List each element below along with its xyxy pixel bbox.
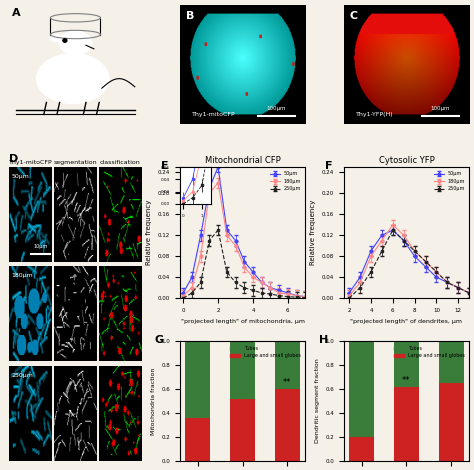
- X-axis label: "projected length" of mitochondria, μm: "projected length" of mitochondria, μm: [181, 319, 304, 323]
- Title: classification: classification: [100, 160, 140, 165]
- Bar: [349, 437, 374, 461]
- Bar: [230, 399, 255, 461]
- Bar: [349, 341, 374, 437]
- Bar: [439, 383, 464, 461]
- Text: 10μm: 10μm: [33, 244, 47, 250]
- Title: Mitochondrial CFP: Mitochondrial CFP: [205, 156, 281, 165]
- Y-axis label: Dendritic segment fraction: Dendritic segment fraction: [315, 359, 319, 443]
- Ellipse shape: [59, 31, 92, 55]
- Y-axis label: Relative frequency: Relative frequency: [146, 200, 152, 266]
- Title: segmentation: segmentation: [54, 160, 97, 165]
- Text: 250μm: 250μm: [11, 373, 34, 377]
- Text: 100μm: 100μm: [430, 106, 450, 110]
- Legend: Tubes, Large and small globes: Tubes, Large and small globes: [392, 344, 467, 360]
- X-axis label: "projected length" of dendrites, μm: "projected length" of dendrites, μm: [350, 319, 463, 323]
- Text: 100μm: 100μm: [267, 106, 286, 110]
- Text: 50μm: 50μm: [11, 174, 29, 179]
- Legend: 50μm, 180μm, 250μm: 50μm, 180μm, 250μm: [432, 170, 467, 193]
- Y-axis label: Relative frequency: Relative frequency: [310, 200, 316, 266]
- Title: Thy1-mitoCFP: Thy1-mitoCFP: [9, 160, 53, 165]
- Text: C: C: [350, 11, 358, 21]
- Text: **: **: [283, 378, 292, 387]
- Text: D: D: [9, 155, 19, 164]
- Ellipse shape: [50, 34, 61, 42]
- Text: **: **: [402, 376, 410, 385]
- Bar: [185, 418, 210, 461]
- Text: Thy1-mitoCFP: Thy1-mitoCFP: [192, 111, 236, 117]
- Text: ***: ***: [190, 172, 200, 179]
- Legend: 50μm, 180μm, 250μm: 50μm, 180μm, 250μm: [268, 170, 303, 193]
- Ellipse shape: [36, 54, 109, 104]
- Y-axis label: Mitochondria fraction: Mitochondria fraction: [151, 367, 155, 435]
- Text: Thy1-YFP(H): Thy1-YFP(H): [356, 111, 394, 117]
- Text: F: F: [325, 161, 332, 171]
- Bar: [439, 341, 464, 383]
- Title: Cytosolic YFP: Cytosolic YFP: [379, 156, 434, 165]
- Text: A: A: [12, 8, 21, 18]
- Bar: [394, 341, 419, 387]
- Text: E: E: [161, 161, 168, 171]
- Bar: [275, 389, 300, 461]
- Text: H: H: [319, 336, 328, 345]
- Bar: [230, 341, 255, 399]
- Circle shape: [63, 39, 67, 42]
- Bar: [185, 341, 210, 418]
- Text: B: B: [186, 11, 194, 21]
- Bar: [275, 341, 300, 389]
- Legend: Tubes, Large and small globes: Tubes, Large and small globes: [228, 344, 303, 360]
- Text: 180μm: 180μm: [11, 273, 33, 278]
- Bar: [394, 387, 419, 461]
- Text: G: G: [155, 336, 164, 345]
